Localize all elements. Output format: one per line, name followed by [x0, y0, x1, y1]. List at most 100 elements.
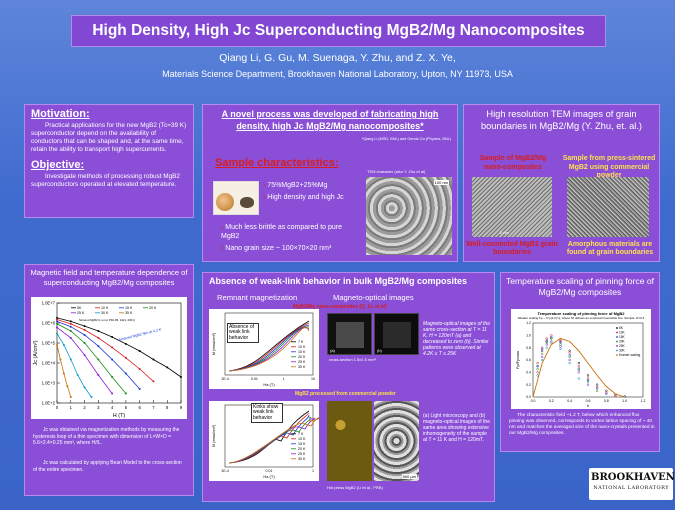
- fp-data-point: [559, 343, 562, 346]
- jc-ytick-label: 1.0E+7: [42, 301, 56, 306]
- jc-data-point: [90, 395, 93, 398]
- fp-ytick: 0.6: [526, 358, 531, 362]
- fp-data-point: [568, 349, 571, 352]
- fp-legend-swatch: [616, 336, 618, 338]
- jc-data-point: [97, 336, 100, 339]
- remnant-legend-label: 7 K: [298, 340, 304, 344]
- fp-data-point: [541, 349, 544, 352]
- remnant-legend-label: 7 K: [298, 432, 304, 436]
- pinning-plot-sub: Weaker scaling Fp ~ h^p(1-h)^q, where h0…: [517, 316, 645, 320]
- remnant-legend-label: 25 K: [298, 360, 306, 364]
- objective-heading: Objective:: [31, 159, 85, 171]
- fp-data-point: [559, 339, 562, 342]
- jc-data-point: [83, 386, 86, 389]
- jc-legend-label: 30 K: [101, 311, 109, 315]
- jc-legend-note: Sintered MgB2 (Li et al. PRL 86, 2421, 2…: [79, 318, 135, 322]
- fp-xtick: 0.0: [531, 399, 536, 403]
- fp-xlabel: h: [587, 403, 589, 408]
- fp-data-point: [545, 337, 548, 340]
- fp-data-point: [568, 353, 571, 357]
- fp-data-point: [550, 341, 553, 344]
- remnant-legend-label: 20 K: [298, 447, 306, 451]
- remnant-xtick: 1: [312, 469, 314, 473]
- jc-data-point: [56, 343, 58, 346]
- jc-data-point: [124, 372, 127, 375]
- fp-xtick: 0.8: [604, 399, 609, 403]
- fp-legend-label: 15K: [619, 335, 626, 339]
- jc-data-point: [56, 326, 58, 329]
- objective-text: Investigate methods of processing robust…: [31, 173, 180, 188]
- fp-data-point: [605, 392, 608, 396]
- tem-title: High resolution TEM images of grain boun…: [480, 109, 643, 131]
- jc-data-point: [83, 328, 86, 331]
- jc-data-point: [111, 375, 114, 378]
- remnant-xtick: 1E-4: [221, 377, 229, 381]
- remnant-xlabel: Ha (T): [263, 382, 275, 387]
- jc-data-point: [166, 366, 169, 369]
- tem-right-foot: Amorphous materials are found at grain b…: [566, 241, 654, 256]
- jc-ytick-label: 1.0E+4: [42, 361, 56, 366]
- jc-data-point: [97, 358, 100, 361]
- fp-data-point: [550, 334, 553, 337]
- tem-scale: 100 nm: [433, 180, 449, 185]
- bullet-4: Nano grain size ~ 100×70×20 nm³: [225, 245, 332, 252]
- remnant-curve: [228, 410, 310, 464]
- fp-data-point: [577, 365, 580, 368]
- jc-legend-label: 15 K: [125, 306, 133, 310]
- fp-data-point: [541, 352, 544, 355]
- fp-ytick: 0.0: [526, 395, 531, 399]
- fp-legend-swatch: [616, 331, 618, 334]
- mo-image-commercial: 500 μm: [374, 401, 419, 481]
- jc-chart: 1.0E+7 1.0E+6 1.0E+5 1.0E+4 1.0E+3 1.0E+2 0 1 2 3…: [31, 297, 187, 419]
- fp-data-point: [577, 377, 580, 380]
- jc-data-point: [56, 332, 58, 335]
- fp-frame: [532, 322, 644, 398]
- jc-series-line: [56, 317, 182, 378]
- callout-kinks: Kinks show weak link behavior: [251, 403, 283, 424]
- remnant-xtick: 0.01: [266, 469, 273, 473]
- jc-data-point: [59, 358, 62, 361]
- tem-right-head: Sample from press-sintered MgB2 using co…: [562, 155, 656, 179]
- fp-xtick: 0.6: [586, 399, 591, 403]
- remnant-graph-bottom: 1E-4 0.01 1 Ha (T) M (emu/cm³) 7 K 10 K 15 K 20 …: [209, 401, 321, 481]
- fp-data-point: [545, 340, 548, 343]
- fp-data-point: [536, 374, 539, 377]
- pinning-chart: Temperature scaling of pinning force of …: [511, 309, 651, 409]
- weak-title: Absence of weak-link behavior in bulk Mg…: [209, 276, 468, 286]
- fp-data-point: [568, 351, 571, 354]
- fp-legend-swatch: [616, 327, 618, 329]
- fp-legend-label: 25K: [619, 344, 626, 348]
- jc-data-point: [111, 392, 114, 395]
- jc-data-point: [69, 358, 72, 361]
- remnant-legend-label: 15 K: [298, 442, 306, 446]
- fp-ytick: 1.2: [526, 321, 531, 325]
- fp-xtick: 1.0: [622, 399, 627, 403]
- fp-data-point: [536, 361, 539, 365]
- fp-legend-label: 30K: [619, 349, 626, 353]
- fp-data-point: [577, 367, 580, 370]
- motivation-text: Practical applications for the new MgB2 …: [31, 122, 187, 153]
- jc-legend-label: 20 K: [149, 306, 157, 310]
- jc-data-point: [83, 325, 86, 328]
- fp-xtick: 1.2: [641, 399, 646, 403]
- callout-absence: Absence of weak link behavior: [227, 323, 259, 344]
- fp-legend-swatch: [616, 345, 618, 347]
- fp-data-point: [545, 343, 548, 346]
- remnant-xtick: 1: [283, 377, 285, 381]
- jc-series-line: [56, 333, 92, 398]
- fp-data-point: [586, 374, 590, 377]
- remnant-legend-label: 10 K: [298, 345, 306, 349]
- remnant-xtick: 0.01: [251, 377, 258, 381]
- mag-caption-1: Jc was obtained via magnetization method…: [33, 427, 180, 447]
- jc-annotation: Sintered MgB2 film at 4.2 K: [118, 327, 162, 342]
- tem-left-head: Sample of MgB2/Mg nano-composites: [479, 155, 547, 171]
- scale-bar: 500 μm: [401, 474, 417, 479]
- remnant-xtick: 1E-4: [221, 469, 229, 473]
- jc-ylabel: Jc (A/cm²): [33, 340, 39, 365]
- jc-data-point: [69, 322, 72, 325]
- brookhaven-logo: BROOKHAVEN NATIONAL LABORATORY: [589, 468, 675, 500]
- jc-data-point: [62, 343, 65, 346]
- fp-data-point: [568, 355, 571, 359]
- tem-left-scale: 2 nm: [500, 230, 509, 235]
- temp-title: Temperature scaling of pinning force of …: [505, 276, 655, 297]
